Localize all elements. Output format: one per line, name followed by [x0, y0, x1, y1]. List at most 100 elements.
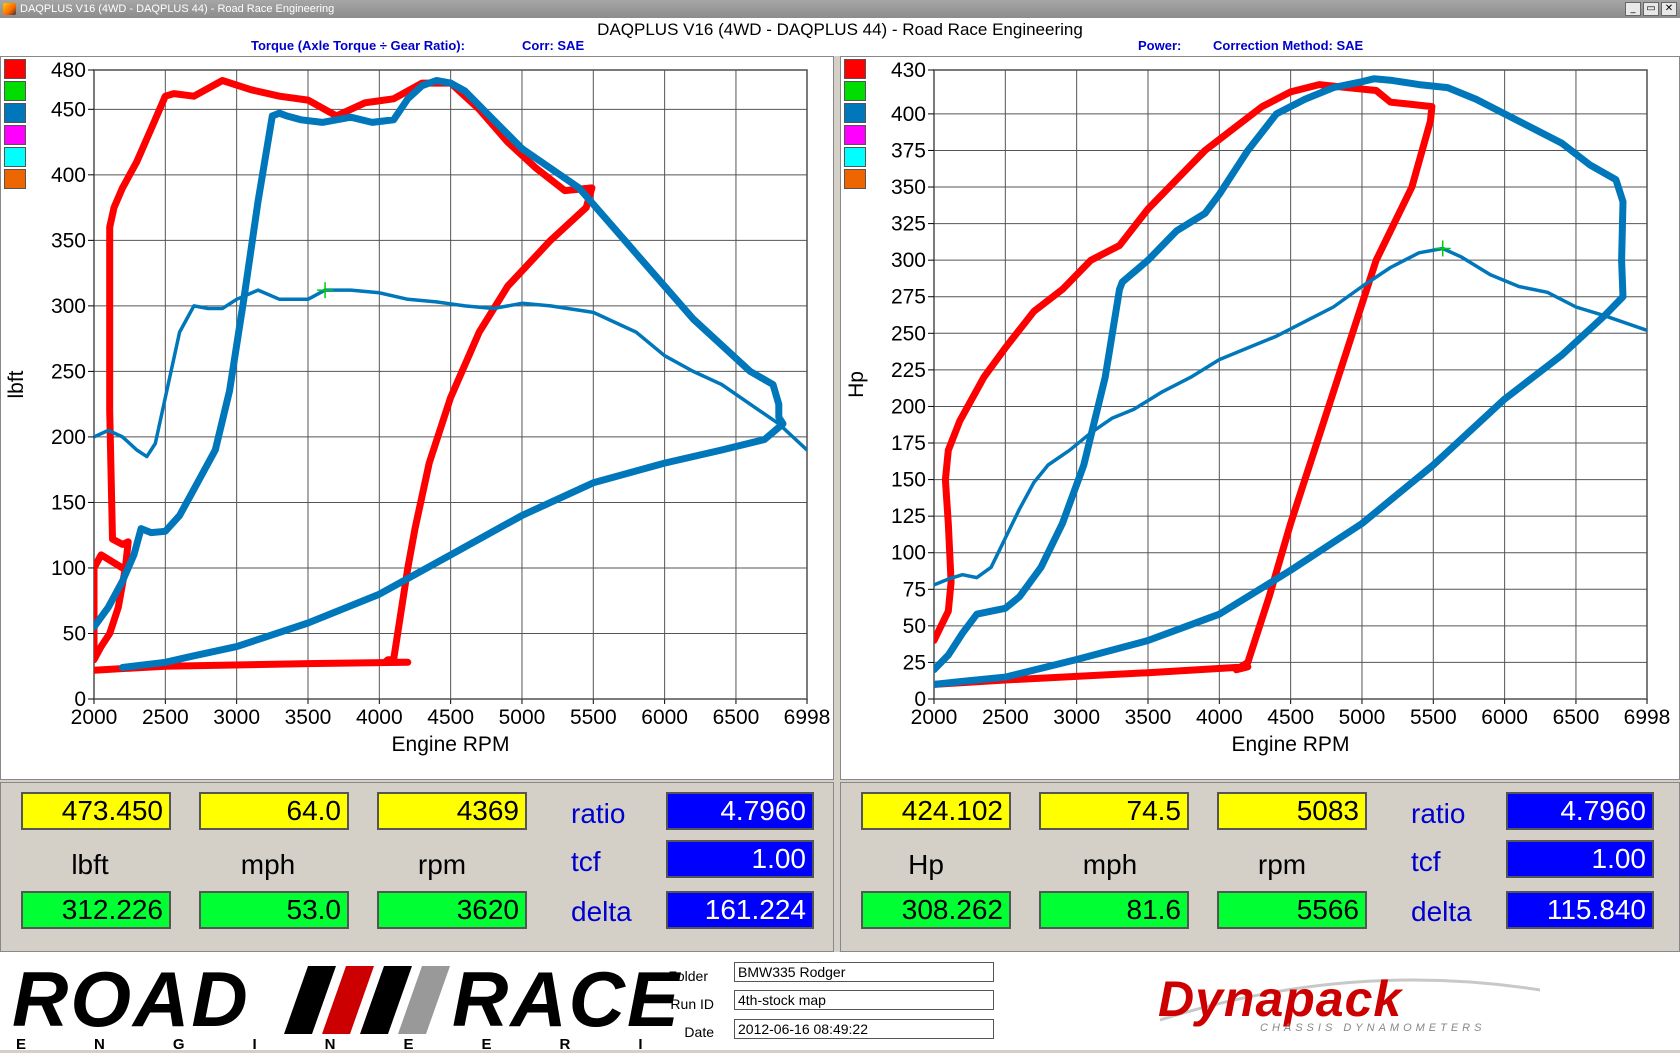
report-header: DAQPLUS V16 (4WD - DAQPLUS 44) - Road Ra… — [0, 18, 1680, 56]
x-tick-label: 5500 — [1410, 706, 1457, 729]
logo-stripes — [284, 966, 450, 1034]
legend-swatch-orange[interactable] — [844, 169, 866, 189]
torque-readout-panel: 473.450 64.0 4369 lbft mph rpm 312.226 5… — [0, 782, 834, 952]
legend-swatch-cyan[interactable] — [844, 147, 866, 167]
window-title-bar: DAQPLUS V16 (4WD - DAQPLUS 44) - Road Ra… — [0, 0, 1680, 18]
tcf-label: tcf — [1411, 846, 1441, 877]
cursor-torque-value: 312.226 — [21, 891, 171, 929]
dynapack-tagline: CHASSIS DYNAMOMETERS — [1260, 1022, 1486, 1034]
delta-label: delta — [1411, 896, 1472, 927]
x-tick-label: 2000 — [911, 706, 958, 729]
peak-torque-value: 473.450 — [21, 792, 171, 830]
y-tick-label: 400 — [891, 103, 926, 126]
ratio-label: ratio — [1411, 798, 1466, 829]
legend-swatch-red[interactable] — [844, 59, 866, 79]
y-tick-label: 200 — [891, 395, 926, 418]
y-tick-label: 0 — [914, 688, 926, 711]
date-label: Date — [684, 1024, 714, 1040]
tcf-value: 1.00 — [1506, 840, 1654, 878]
series-line-1 — [934, 75, 1627, 688]
report-title: DAQPLUS V16 (4WD - DAQPLUS 44) - Road Ra… — [597, 20, 1083, 39]
legend-swatch-magenta[interactable] — [844, 125, 866, 145]
dynapack-swoosh — [1159, 978, 1541, 1022]
power-chart[interactable]: 2000 2500 3000 3500 4000 4500 5000 5500 6000 6500… — [841, 57, 1680, 781]
y-tick-label: 350 — [891, 176, 926, 199]
y-tick-label: 75 — [903, 578, 926, 601]
series-line-2 — [94, 288, 807, 459]
series-line-1 — [94, 77, 787, 671]
unit-label: Hp — [908, 849, 944, 880]
legend-swatch-cyan[interactable] — [4, 147, 26, 167]
x-tick-label: 3000 — [1053, 706, 1100, 729]
x-tick-label: 6500 — [713, 706, 760, 729]
y-tick-label: 50 — [903, 615, 926, 638]
y-tick-label: 200 — [51, 426, 86, 449]
x-tick-label: 4500 — [427, 706, 474, 729]
x-tick-label: 3000 — [213, 706, 260, 729]
peak-torque-mph: 64.0 — [199, 792, 349, 830]
tcf-value: 1.00 — [666, 840, 814, 878]
legend-swatch-blue[interactable] — [4, 103, 26, 123]
y-tick-label: 25 — [903, 651, 926, 674]
legend-swatch-magenta[interactable] — [4, 125, 26, 145]
close-button[interactable]: ✕ — [1661, 2, 1677, 16]
x-tick-label: 5500 — [570, 706, 617, 729]
x-tick-label: 4000 — [356, 706, 403, 729]
series-line-0 — [94, 77, 596, 674]
x-tick-label: 6500 — [1553, 706, 1600, 729]
x-tick-label: 5000 — [499, 706, 546, 729]
maximize-button[interactable]: ▭ — [1643, 2, 1659, 16]
legend-swatch-green[interactable] — [4, 81, 26, 101]
y-tick-label: 250 — [51, 360, 86, 383]
torque-chart[interactable]: 2000 2500 3000 3500 4000 4500 5000 5500 6000 6500… — [1, 57, 835, 781]
x-axis-label: Engine RPM — [392, 733, 510, 756]
folder-field: BMW335 Rodger — [734, 962, 994, 982]
y-tick-label: 400 — [51, 164, 86, 187]
ratio-value: 4.7960 — [666, 792, 814, 830]
dynapack-wordmark: Dynapack — [1158, 971, 1403, 1027]
ratio-value: 4.7960 — [1506, 792, 1654, 830]
y-tick-label: 275 — [891, 286, 926, 309]
y-axis-label: lbft — [5, 370, 28, 398]
peak-power-mph: 74.5 — [1039, 792, 1189, 830]
y-tick-label: 225 — [891, 359, 926, 382]
x-tick-label: 6998 — [1624, 706, 1671, 729]
cursor-power-mph: 81.6 — [1039, 891, 1189, 929]
y-tick-label: 325 — [891, 213, 926, 236]
y-tick-label: 150 — [891, 469, 926, 492]
y-tick-label: 300 — [891, 249, 926, 272]
ratio-label: ratio — [571, 798, 626, 829]
legend-swatch-blue[interactable] — [844, 103, 866, 123]
cursor-torque-mph: 53.0 — [199, 891, 349, 929]
legend-swatch-red[interactable] — [4, 59, 26, 79]
legend-swatch-orange[interactable] — [4, 169, 26, 189]
y-tick-label: 480 — [51, 59, 86, 82]
x-tick-label: 2000 — [71, 706, 118, 729]
window-title: DAQPLUS V16 (4WD - DAQPLUS 44) - Road Ra… — [20, 3, 335, 15]
y-tick-label: 100 — [891, 542, 926, 565]
minimize-button[interactable]: _ — [1625, 2, 1641, 16]
y-tick-label: 125 — [891, 505, 926, 528]
torque-chart-panel[interactable]: 2000 2500 3000 3500 4000 4500 5000 5500 6000 6500… — [0, 56, 834, 780]
x-axis-label: Engine RPM — [1232, 733, 1350, 756]
legend-swatch-green[interactable] — [844, 81, 866, 101]
tcf-label: tcf — [571, 846, 601, 877]
power-chart-panel[interactable]: 2000 2500 3000 3500 4000 4500 5000 5500 6000 6500… — [840, 56, 1680, 780]
power-correction: Correction Method: SAE — [1213, 38, 1364, 53]
y-tick-label: 150 — [51, 491, 86, 514]
y-tick-label: 375 — [891, 139, 926, 162]
cursor-torque-rpm: 3620 — [377, 891, 527, 929]
torque-correction: Corr: SAE — [522, 38, 585, 53]
folder-label: Folder — [668, 968, 708, 984]
x-tick-label: 6000 — [1481, 706, 1528, 729]
torque-subtitle: Torque (Axle Torque ÷ Gear Ratio): — [251, 38, 465, 53]
x-tick-label: 6000 — [641, 706, 688, 729]
delta-value: 161.224 — [666, 891, 814, 929]
power-subtitle: Power: — [1138, 38, 1182, 53]
y-tick-label: 350 — [51, 229, 86, 252]
y-tick-label: 50 — [63, 622, 86, 645]
peak-torque-rpm: 4369 — [377, 792, 527, 830]
delta-label: delta — [571, 896, 632, 927]
unit-label: lbft — [71, 849, 109, 880]
peak-power-rpm: 5083 — [1217, 792, 1367, 830]
